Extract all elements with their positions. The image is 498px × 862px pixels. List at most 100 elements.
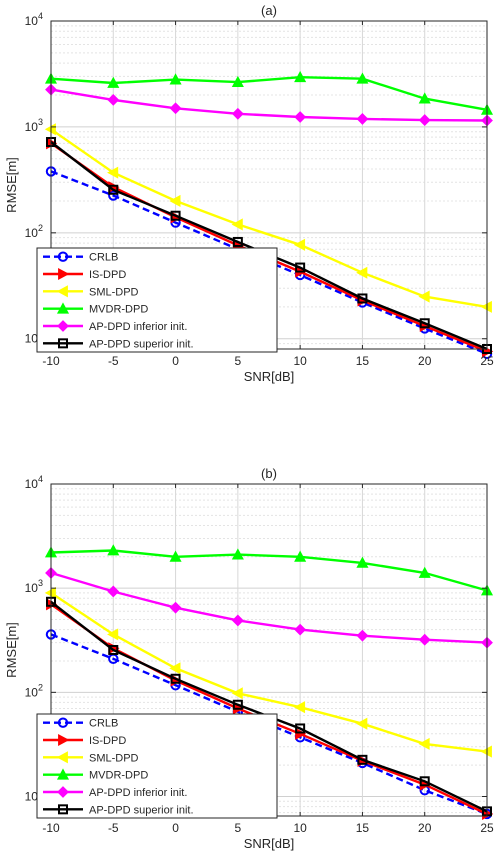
series-line	[50, 88, 488, 122]
x-tick-label: -5	[108, 354, 119, 368]
legend-entry: AP-DPD superior init.	[43, 804, 194, 816]
data-point	[231, 548, 244, 560]
x-tick-label: 0	[172, 354, 179, 368]
data-point	[356, 113, 369, 125]
data-point	[170, 210, 181, 221]
legend-label: MVDR-DPD	[89, 770, 148, 782]
legend-label: SML-DPD	[89, 752, 139, 764]
series-line	[50, 75, 488, 111]
legend-label: CRLB	[89, 252, 118, 264]
data-point	[418, 633, 431, 646]
x-axis-label: SNR[dB]	[244, 836, 295, 851]
chart-title: (b)	[261, 466, 277, 481]
y-tick-label: 103	[25, 578, 43, 595]
data-point	[294, 111, 307, 123]
data-point	[107, 628, 119, 641]
data-point	[356, 266, 368, 279]
legend-marker	[58, 804, 68, 815]
x-tick-label: 10	[293, 821, 307, 835]
x-tick-label: 15	[356, 821, 370, 835]
x-tick-label: 5	[235, 821, 242, 835]
legend-entry: AP-DPD inferior init.	[43, 786, 187, 799]
data-point	[356, 629, 369, 642]
y-tick-label: 102	[25, 223, 43, 240]
data-point	[169, 601, 182, 614]
series-line	[50, 591, 488, 753]
data-point	[231, 614, 244, 627]
x-tick-label: 15	[356, 354, 370, 368]
legend-label: SML-DPD	[89, 286, 139, 298]
chart-panel-a: -10-50510152025101102103104(a)SNR[dB]RMS…	[4, 3, 494, 384]
data-point	[107, 585, 120, 598]
legend-marker	[58, 338, 68, 349]
data-point	[293, 701, 306, 714]
x-axis-label: SNR[dB]	[244, 369, 295, 384]
data-point	[293, 238, 306, 251]
legend-marker	[58, 733, 70, 747]
x-tick-label: 10	[293, 354, 307, 368]
series-ap-dpd-inferior-init	[45, 83, 493, 127]
data-point	[169, 73, 182, 85]
series-line	[50, 549, 488, 592]
data-point	[232, 699, 243, 710]
data-point	[356, 556, 369, 568]
y-tick-label: 103	[25, 117, 43, 134]
data-point	[418, 92, 431, 104]
legend-entry: SML-DPD	[43, 285, 139, 298]
data-point	[107, 544, 120, 556]
legend-label: AP-DPD superior init.	[89, 338, 194, 350]
data-point	[108, 644, 119, 655]
series-line	[50, 571, 488, 644]
y-tick-label: 102	[25, 682, 43, 699]
data-point	[107, 93, 120, 106]
legend-entry: AP-DPD inferior init.	[43, 320, 187, 333]
legend-label: AP-DPD inferior init.	[89, 787, 187, 799]
series-ap-dpd-inferior-init	[45, 567, 493, 649]
data-point	[418, 737, 430, 750]
legend-marker	[57, 717, 69, 728]
data-point	[169, 662, 181, 675]
data-point	[419, 318, 430, 329]
y-tick-label: 104	[25, 474, 43, 491]
legend-entry: SML-DPD	[43, 751, 139, 764]
legend-label: MVDR-DPD	[89, 304, 148, 316]
x-tick-label: 25	[480, 821, 494, 835]
data-point	[418, 290, 430, 303]
data-point	[418, 566, 431, 578]
x-tick-label: 20	[418, 821, 432, 835]
legend-entry: IS-DPD	[43, 733, 126, 747]
series-line	[50, 128, 488, 309]
series-mvdr-dpd	[44, 70, 494, 115]
x-tick-label: 20	[418, 354, 432, 368]
legend-marker	[56, 751, 68, 764]
data-point	[356, 717, 368, 730]
data-point	[295, 723, 306, 734]
data-point	[232, 236, 243, 247]
x-tick-label: 0	[172, 821, 179, 835]
legend-entry: AP-DPD superior init.	[43, 338, 194, 350]
data-point	[108, 190, 119, 201]
data-point	[357, 293, 368, 304]
legend-entry: MVDR-DPD	[43, 302, 148, 316]
legend-label: AP-DPD superior init.	[89, 804, 194, 816]
data-point	[169, 550, 182, 562]
x-tick-label: -10	[42, 354, 60, 368]
data-point	[107, 76, 120, 88]
data-point	[295, 727, 307, 740]
legend-entry: MVDR-DPD	[43, 768, 148, 782]
data-point	[169, 102, 182, 115]
legend-label: IS-DPD	[89, 735, 126, 747]
legend-box	[36, 713, 278, 819]
legend-marker	[57, 320, 69, 332]
y-tick-label: 104	[25, 11, 43, 28]
data-point	[294, 70, 307, 83]
chart-panel-b: -10-50510152025101102103104(b)SNR[dB]RMS…	[4, 466, 494, 851]
legend-marker	[57, 251, 69, 262]
data-point	[418, 114, 431, 126]
data-point	[169, 194, 181, 207]
chart-title: (a)	[261, 3, 277, 18]
x-tick-label: 25	[480, 354, 494, 368]
data-point	[231, 687, 243, 700]
data-point	[231, 75, 244, 88]
